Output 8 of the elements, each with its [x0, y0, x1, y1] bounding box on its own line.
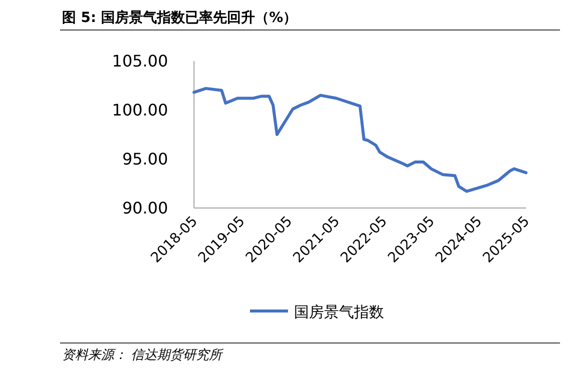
legend-label: 国房景气指数 [294, 303, 384, 321]
y-tick-label: 100.00 [112, 100, 168, 120]
y-tick-label: 90.00 [122, 198, 168, 218]
text: 资料来源： 信达期货研究所 [62, 348, 224, 363]
y-tick-label: 105.00 [112, 52, 168, 70]
y-tick-label: 95.00 [122, 150, 168, 168]
line-series [192, 86, 528, 193]
chart-title: 图 5: 国房景气指数已率先回升（%） [62, 9, 298, 26]
